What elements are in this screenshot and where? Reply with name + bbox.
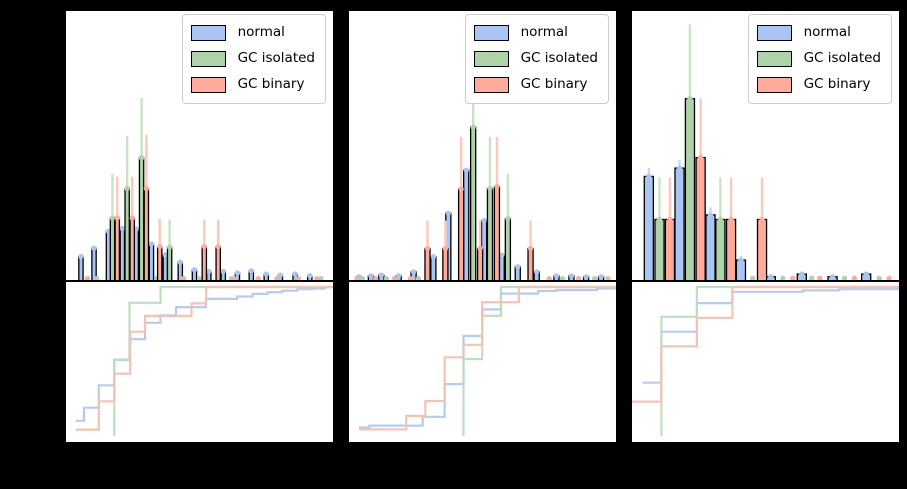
legend-label-normal: normal xyxy=(803,24,851,41)
legend-3: normal GC isolated GC binary xyxy=(747,14,892,104)
panel-column-2: normal GC isolated GC binary xyxy=(348,10,617,443)
histogram-chart-3 xyxy=(643,24,892,280)
legend-label-normal: normal xyxy=(520,24,568,41)
histogram-plot-1: normal GC isolated GC binary xyxy=(65,10,334,281)
histogram-chart-1 xyxy=(78,97,324,280)
legend-label-gc_binary: GC binary xyxy=(520,76,588,93)
histogram-plot-3: normal GC isolated GC binary xyxy=(631,10,900,281)
legend-swatch-gc_isolated xyxy=(473,51,509,67)
legend-item-gc_binary: GC binary xyxy=(473,72,598,98)
legend-swatch-gc_binary xyxy=(473,77,509,93)
histogram-plot-2: normal GC isolated GC binary xyxy=(348,10,617,281)
legend-swatch-gc_binary xyxy=(756,77,792,93)
legend-label-gc_binary: GC binary xyxy=(803,76,871,93)
cdf-plot-1 xyxy=(65,281,334,443)
legend-swatch-gc_isolated xyxy=(756,51,792,67)
legend-2: normal GC isolated GC binary xyxy=(464,14,609,104)
legend-1: normal GC isolated GC binary xyxy=(181,14,326,104)
legend-item-gc_binary: GC binary xyxy=(756,72,881,98)
legend-item-normal: normal xyxy=(473,20,598,46)
legend-item-gc_isolated: GC isolated xyxy=(190,46,315,72)
legend-label-gc_binary: GC binary xyxy=(237,76,305,93)
legend-label-gc_isolated: GC isolated xyxy=(520,50,598,67)
cdf-plot-3 xyxy=(631,281,900,443)
cdf-chart-2 xyxy=(359,285,616,436)
legend-swatch-gc_binary xyxy=(190,77,226,93)
legend-swatch-normal xyxy=(756,25,792,41)
legend-item-gc_isolated: GC isolated xyxy=(473,46,598,72)
legend-item-normal: normal xyxy=(190,20,315,46)
legend-item-gc_isolated: GC isolated xyxy=(756,46,881,72)
legend-swatch-gc_isolated xyxy=(190,51,226,67)
panel-column-1: normal GC isolated GC binary xyxy=(65,10,334,443)
cdf-chart-1 xyxy=(75,285,333,436)
legend-label-gc_isolated: GC isolated xyxy=(803,50,881,67)
legend-swatch-normal xyxy=(473,25,509,41)
legend-swatch-normal xyxy=(190,25,226,41)
cdf-plot-2 xyxy=(348,281,617,443)
cdf-chart-3 xyxy=(632,285,899,436)
legend-item-gc_binary: GC binary xyxy=(190,72,315,98)
legend-label-normal: normal xyxy=(237,24,285,41)
legend-label-gc_isolated: GC isolated xyxy=(237,50,315,67)
histogram-chart-2 xyxy=(354,91,611,280)
legend-item-normal: normal xyxy=(756,20,881,46)
panel-column-3: normal GC isolated GC binary xyxy=(631,10,900,443)
